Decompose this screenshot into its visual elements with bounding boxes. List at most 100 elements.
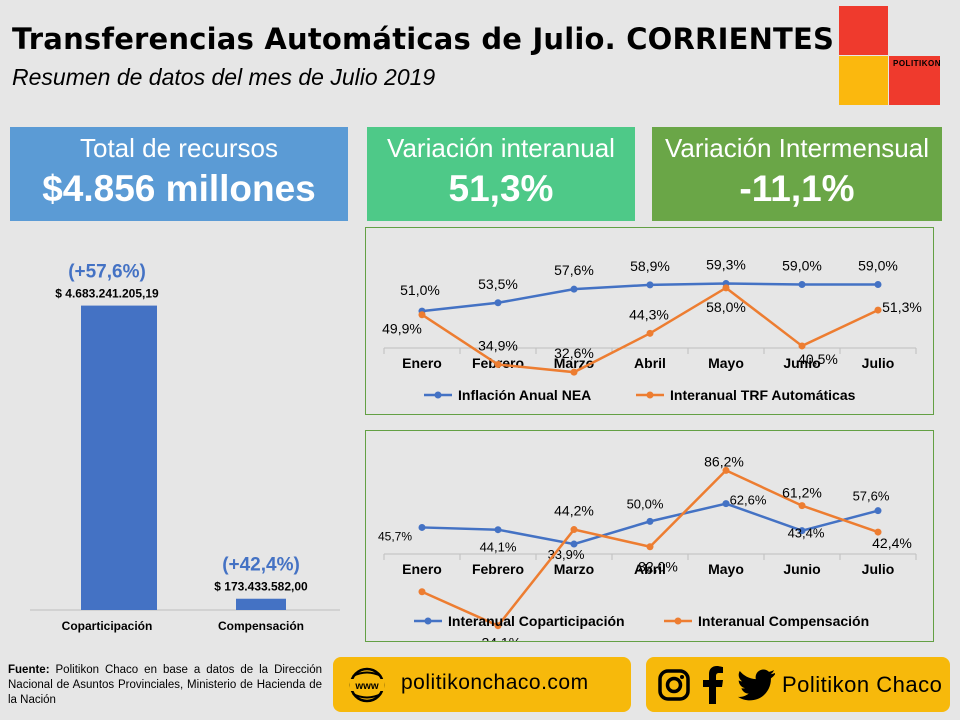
card-value: $4.856 millones bbox=[42, 168, 316, 209]
data-point bbox=[494, 526, 502, 534]
data-point bbox=[418, 523, 426, 531]
data-point bbox=[418, 311, 426, 319]
data-label: 40,5% bbox=[798, 351, 838, 367]
data-point bbox=[570, 526, 578, 534]
data-label: 61,2% bbox=[782, 485, 822, 501]
bar-annotation: (+57,6%) bbox=[68, 262, 146, 283]
card-label: Variación Intermensual bbox=[665, 133, 929, 163]
data-label: 51,3% bbox=[882, 299, 922, 315]
data-label: 44,1% bbox=[480, 540, 517, 555]
card-label: Variación interanual bbox=[387, 133, 615, 163]
data-label: 44,3% bbox=[629, 306, 669, 322]
line-chart-panel-2: Enero Febrero Marzo Abril Mayo Junio Julio 45,7… bbox=[365, 430, 934, 651]
bar-category-label: Compensación bbox=[218, 619, 304, 633]
data-label: 50,0% bbox=[627, 496, 664, 511]
card-total-recursos: Total de recursos $4.856 millones bbox=[10, 127, 348, 221]
data-point bbox=[798, 502, 806, 510]
card-variacion-intermensual: Variación Intermensual -11,1% bbox=[652, 127, 942, 221]
data-point bbox=[494, 361, 502, 369]
x-tick-label: Marzo bbox=[554, 561, 594, 577]
line-chart-2: Enero Febrero Marzo Abril Mayo Junio Julio 45,7… bbox=[378, 453, 917, 651]
data-point bbox=[722, 284, 730, 292]
legend-label: Interanual Coparticipación bbox=[448, 613, 625, 629]
bar-value-label: $ 173.433.582,00 bbox=[214, 580, 308, 594]
data-point bbox=[570, 540, 578, 548]
data-label: 32,6% bbox=[554, 345, 594, 361]
bar-chart: $ 4.683.241.205,19 (+57,6%) Coparticipació… bbox=[30, 262, 340, 633]
legend-marker bbox=[674, 617, 682, 625]
source-text: Politikon Chaco en base a datos de la Di… bbox=[8, 664, 322, 706]
page-subtitle: Resumen de datos del mes de Julio 2019 bbox=[12, 64, 436, 90]
data-label: 58,9% bbox=[630, 258, 670, 274]
website-link[interactable]: politikonchaco.com bbox=[401, 671, 589, 694]
bar bbox=[236, 598, 286, 610]
x-tick-label: Abril bbox=[634, 561, 666, 577]
source-note: Fuente: Politikon Chaco en base a datos … bbox=[8, 663, 322, 708]
data-point bbox=[646, 517, 654, 525]
data-label: -24,1% bbox=[477, 635, 521, 641]
x-tick-label: Junio bbox=[783, 355, 820, 371]
data-label: 49,9% bbox=[382, 321, 422, 337]
instagram-icon[interactable] bbox=[658, 669, 690, 701]
card-label: Total de recursos bbox=[80, 133, 278, 163]
line-chart-panel-1: EneroFebreroMarzoAbrilMayoJunioJulio51,0… bbox=[365, 227, 934, 415]
card-variacion-interanual: Variación interanual 51,3% bbox=[367, 127, 635, 221]
data-label: 32,0% bbox=[638, 559, 678, 575]
data-label: 45,7% bbox=[378, 529, 412, 543]
data-label: 42,4% bbox=[872, 535, 912, 551]
line-chart-1: EneroFebreroMarzoAbrilMayoJunioJulio51,0… bbox=[382, 257, 922, 403]
data-point bbox=[494, 622, 502, 630]
social-handle[interactable]: Politikon Chaco bbox=[782, 672, 943, 697]
globe-icon: www bbox=[349, 667, 385, 703]
data-label: 58,0% bbox=[706, 299, 746, 315]
legend-marker bbox=[646, 391, 654, 399]
data-point bbox=[874, 528, 882, 536]
data-point bbox=[646, 281, 654, 289]
bar bbox=[81, 305, 157, 610]
data-label: 57,6% bbox=[554, 262, 594, 278]
data-label: 34,9% bbox=[478, 338, 518, 354]
legend-marker bbox=[424, 617, 432, 625]
bar-annotation: (+42,4%) bbox=[222, 555, 300, 576]
data-point bbox=[874, 281, 882, 289]
logo-text: POLITIKON bbox=[893, 59, 942, 68]
data-point bbox=[646, 543, 654, 551]
data-label: 62,6% bbox=[730, 493, 767, 508]
globe-icon-label: www bbox=[354, 681, 379, 692]
data-point bbox=[570, 368, 578, 376]
twitter-icon[interactable] bbox=[738, 669, 776, 701]
bar-category-label: Coparticipación bbox=[62, 619, 153, 633]
data-label: 59,0% bbox=[782, 258, 822, 274]
data-point bbox=[874, 306, 882, 314]
data-point bbox=[798, 527, 806, 535]
legend-label: Interanual TRF Automáticas bbox=[670, 387, 856, 403]
legend-label: Interanual Compensación bbox=[698, 613, 869, 629]
x-tick-label: Julio bbox=[862, 561, 895, 577]
x-tick-label: Enero bbox=[402, 355, 442, 371]
x-tick-label: Mayo bbox=[708, 355, 744, 371]
data-label: 51,0% bbox=[400, 282, 440, 298]
data-label: 86,2% bbox=[704, 453, 744, 469]
website-banner[interactable]: www politikonchaco.com bbox=[333, 657, 631, 712]
x-tick-label: Abril bbox=[634, 355, 666, 371]
data-point bbox=[798, 281, 806, 289]
data-point bbox=[798, 342, 806, 350]
data-point bbox=[418, 588, 426, 596]
facebook-icon[interactable] bbox=[702, 666, 724, 704]
x-tick-label: Junio bbox=[783, 561, 820, 577]
data-label: 44,2% bbox=[554, 503, 594, 519]
data-label: 59,3% bbox=[706, 257, 746, 273]
card-value: -11,1% bbox=[739, 168, 855, 209]
social-banner[interactable]: Politikon Chaco bbox=[646, 657, 950, 712]
data-point bbox=[722, 466, 730, 474]
data-label: 57,6% bbox=[853, 489, 890, 504]
data-label: 59,0% bbox=[858, 258, 898, 274]
bar-value-label: $ 4.683.241.205,19 bbox=[55, 287, 159, 301]
data-label: 53,5% bbox=[478, 276, 518, 292]
legend-marker bbox=[434, 391, 442, 399]
data-point bbox=[494, 299, 502, 307]
x-tick-label: Mayo bbox=[708, 561, 744, 577]
x-tick-label: Enero bbox=[402, 561, 442, 577]
data-point bbox=[874, 507, 882, 515]
page-title: Transferencias Automáticas de Julio. COR… bbox=[12, 22, 835, 56]
